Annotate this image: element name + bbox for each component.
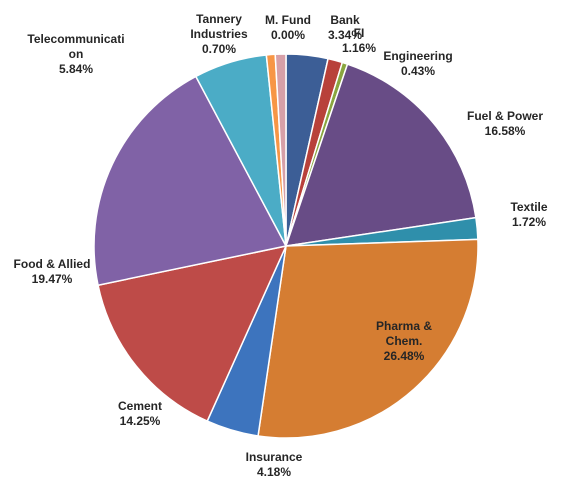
- data-label-food-allied: Food & Allied 19.47%: [14, 257, 91, 286]
- data-label-telecommunicati-on: Telecommunicati on 5.84%: [27, 32, 124, 76]
- slice-fuel-power: [284, 63, 477, 247]
- slice-pharma-chem: [257, 238, 479, 439]
- data-label-textile: Textile 1.72%: [510, 200, 547, 229]
- slice-food-allied: [93, 75, 288, 287]
- slice-cement: [97, 244, 288, 423]
- data-label-pharma-chem: Pharma & Chem. 26.48%: [376, 319, 432, 363]
- data-label-bank: Bank 3.34%: [328, 13, 362, 42]
- data-label-fi: FI 1.16%: [342, 26, 376, 55]
- data-label-insurance: Insurance 4.18%: [246, 450, 303, 478]
- pie-slices: [93, 53, 479, 439]
- data-label-cement: Cement 14.25%: [118, 399, 162, 428]
- data-label-m-fund: M. Fund 0.00%: [265, 13, 311, 42]
- data-label-engineering: Engineering 0.43%: [383, 49, 452, 78]
- slice-other: [274, 53, 287, 247]
- pie-labels: M. Fund 0.00% Bank 3.34%FI 1.16%Engineering 0…: [14, 12, 548, 478]
- data-label-fuel-power: Fuel & Power 16.58%: [467, 109, 543, 138]
- data-label-tannery-industries: Tannery Industries 0.70%: [190, 12, 248, 56]
